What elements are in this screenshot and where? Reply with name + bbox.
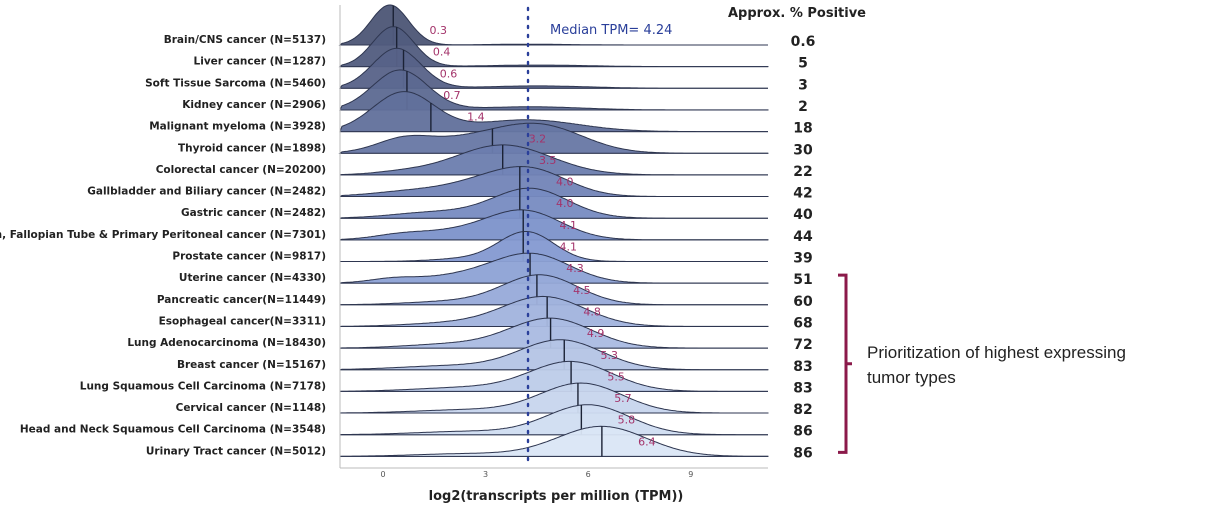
percent-positive-header: Approx. % Positive xyxy=(728,6,866,21)
ridge-13 xyxy=(339,295,769,327)
annotation-text-line-2: tumor types xyxy=(867,368,956,387)
ridges-layer xyxy=(338,4,769,457)
x-tick-label: 9 xyxy=(688,470,693,479)
category-label: Ovarian, Fallopian Tube & Primary Perito… xyxy=(0,229,326,241)
category-label: Soft Tissue Sarcoma (N=5460) xyxy=(145,77,326,89)
median-value-label: 4.1 xyxy=(559,241,577,254)
category-label: Colorectal cancer (N=20200) xyxy=(156,164,326,176)
percent-positive-value: 0.6 xyxy=(791,34,816,50)
percent-positive-value: 60 xyxy=(793,294,813,310)
ridge-9 xyxy=(339,209,769,241)
category-label: Cervical cancer (N=1148) xyxy=(176,402,326,414)
median-value-label: 5.8 xyxy=(618,414,636,427)
category-label: Kidney cancer (N=2906) xyxy=(182,99,326,111)
ridge-5 xyxy=(338,122,769,154)
percent-positive-value: 86 xyxy=(793,424,812,440)
category-label: Head and Neck Squamous Cell Carcinoma (N… xyxy=(20,424,326,436)
percent-positive-value: 3 xyxy=(798,77,808,93)
ridge-11 xyxy=(339,252,769,284)
category-label: Liver cancer (N=1287) xyxy=(194,56,326,68)
median-value-label: 4.1 xyxy=(559,219,577,232)
percent-positive-value: 22 xyxy=(793,164,812,180)
category-label: Lung Adenocarcinoma (N=18430) xyxy=(127,337,326,349)
category-label: Uterine cancer (N=4330) xyxy=(179,272,326,284)
percent-positive-value: 83 xyxy=(793,380,812,396)
x-axis-label: log2(transcripts per million (TPM)) xyxy=(429,489,684,504)
percent-positive-value: 5 xyxy=(798,56,808,72)
percent-positive-value: 2 xyxy=(798,99,808,115)
median-value-label: 4.9 xyxy=(587,327,605,340)
median-value-label: 4.0 xyxy=(556,176,574,189)
median-value-label: 4.5 xyxy=(573,284,591,297)
x-tick-label: 3 xyxy=(483,470,488,479)
labels-layer: 0.3 0.4 0.6 0.7 1.4 3.2 3.5 4.0 4.0 4.1 4.1 4.3 4.5 4… xyxy=(0,24,815,461)
category-label: Urinary Tract cancer (N=5012) xyxy=(146,445,326,457)
ridge-4 xyxy=(339,91,768,133)
median-value-label: 0.6 xyxy=(440,67,458,80)
median-value-label: 3.5 xyxy=(539,154,557,167)
percent-positive-value: 51 xyxy=(793,272,812,288)
percent-positive-value: 82 xyxy=(793,402,812,418)
median-value-label: 0.7 xyxy=(443,89,461,102)
category-label: Prostate cancer (N=9817) xyxy=(172,251,326,263)
median-value-label: 4.8 xyxy=(583,305,601,318)
category-label: Esophageal cancer(N=3311) xyxy=(159,315,326,327)
median-value-label: 5.7 xyxy=(614,392,632,405)
ridge-17 xyxy=(339,382,769,414)
x-tick-label: 6 xyxy=(586,470,591,479)
median-value-label: 3.2 xyxy=(529,132,547,145)
median-value-label: 4.3 xyxy=(566,262,584,275)
category-label: Breast cancer (N=15167) xyxy=(177,359,326,371)
median-value-label: 1.4 xyxy=(467,111,485,124)
x-tick-label: 0 xyxy=(380,470,385,479)
category-label: Thyroid cancer (N=1898) xyxy=(178,142,326,154)
category-label: Malignant myeloma (N=3928) xyxy=(149,121,326,133)
category-label: Lung Squamous Cell Carcinoma (N=7178) xyxy=(80,380,326,392)
median-value-label: 0.4 xyxy=(433,46,451,59)
ridge-14 xyxy=(339,317,768,349)
percent-positive-value: 86 xyxy=(793,445,812,461)
ridge-16 xyxy=(339,360,768,392)
median-value-label: 4.0 xyxy=(556,197,574,210)
prioritization-bracket xyxy=(838,273,852,454)
ridge-10 xyxy=(340,231,768,262)
median-value-label: 5.3 xyxy=(601,349,619,362)
median-line-label: Median TPM= 4.24 xyxy=(550,23,672,38)
percent-positive-value: 42 xyxy=(793,186,812,202)
percent-positive-value: 39 xyxy=(793,251,812,267)
ridge-8 xyxy=(339,187,768,219)
category-label: Gastric cancer (N=2482) xyxy=(181,207,326,219)
ridge-7 xyxy=(339,165,769,198)
category-label: Pancreatic cancer(N=11449) xyxy=(157,294,326,306)
category-label: Gallbladder and Biliary cancer (N=2482) xyxy=(87,186,326,198)
ridge-15 xyxy=(339,339,769,371)
percent-positive-value: 30 xyxy=(793,142,813,158)
percent-positive-value: 44 xyxy=(793,229,813,245)
median-value-label: 6.4 xyxy=(638,435,656,448)
percent-positive-value: 18 xyxy=(793,121,812,137)
percent-positive-value: 72 xyxy=(793,337,812,353)
category-label: Brain/CNS cancer (N=5137) xyxy=(164,34,326,46)
median-value-label: 5.5 xyxy=(607,370,625,383)
ridge-19 xyxy=(339,425,769,457)
median-value-label: 0.3 xyxy=(430,24,448,37)
ridge-6 xyxy=(339,144,768,176)
ridge-12 xyxy=(339,274,768,306)
annotation-text-line-1: Prioritization of highest expressing xyxy=(867,343,1126,362)
ridge-18 xyxy=(339,404,768,436)
percent-positive-value: 40 xyxy=(793,207,813,223)
percent-positive-value: 83 xyxy=(793,359,812,375)
percent-positive-value: 68 xyxy=(793,315,812,331)
